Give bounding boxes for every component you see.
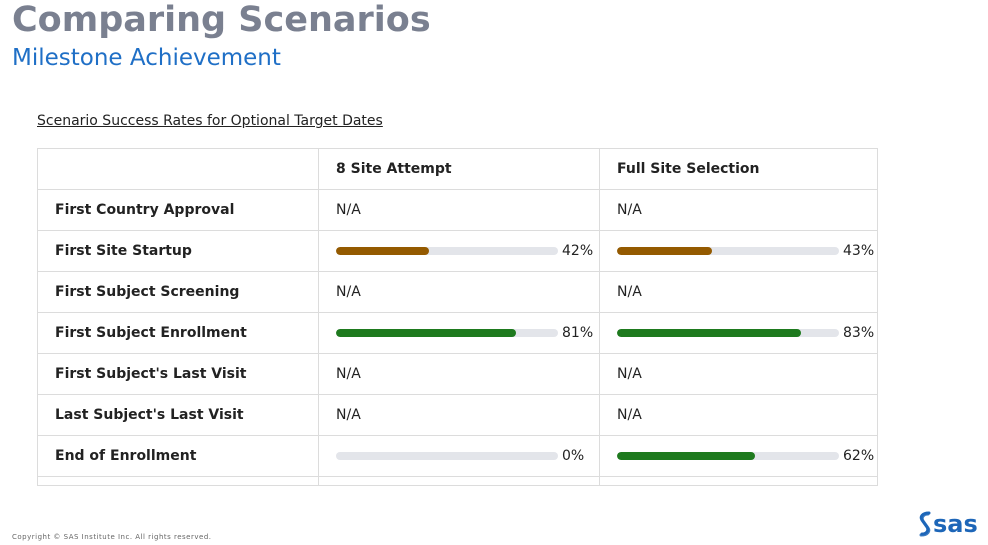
success-rate-bar: 42% xyxy=(336,243,593,259)
table-row: First Subject Enrollment 81% 83% xyxy=(38,313,877,354)
na-value: N/A xyxy=(336,407,361,423)
progress-track xyxy=(336,452,558,460)
cell-8-site-attempt: N/A xyxy=(319,272,600,312)
table-caption: Scenario Success Rates for Optional Targ… xyxy=(37,113,383,129)
na-value: N/A xyxy=(617,284,642,300)
empty-cell xyxy=(600,477,877,485)
sas-logo: sas xyxy=(918,510,978,538)
progress-fill xyxy=(336,329,516,337)
empty-cell xyxy=(38,477,319,485)
table-row: First Subject's Last Visit N/A N/A xyxy=(38,354,877,395)
milestone-label: End of Enrollment xyxy=(38,436,319,476)
milestone-label: First Subject's Last Visit xyxy=(38,354,319,394)
page-title: Comparing Scenarios xyxy=(12,0,431,40)
success-rate-value: 43% xyxy=(843,243,875,259)
table-header-row: 8 Site Attempt Full Site Selection xyxy=(38,149,877,190)
milestone-label: First Subject Enrollment xyxy=(38,313,319,353)
na-value: N/A xyxy=(336,202,361,218)
milestone-label: First Subject Screening xyxy=(38,272,319,312)
na-value: N/A xyxy=(617,407,642,423)
cell-8-site-attempt: 0% xyxy=(319,436,600,476)
sas-logo-icon xyxy=(919,511,931,537)
success-rate-value: 0% xyxy=(562,448,585,464)
cell-8-site-attempt: N/A xyxy=(319,395,600,435)
success-rate-value: 62% xyxy=(843,448,875,464)
table-row: End of Enrollment 0% 62% xyxy=(38,436,877,477)
success-rate-value: 42% xyxy=(562,243,594,259)
na-value: N/A xyxy=(617,202,642,218)
scenario-table: 8 Site Attempt Full Site Selection First… xyxy=(37,148,878,486)
table-row: First Country Approval N/A N/A xyxy=(38,190,877,231)
cell-full-site-selection: N/A xyxy=(600,395,877,435)
progress-track xyxy=(336,247,558,255)
copyright-text: Copyright © SAS Institute Inc. All right… xyxy=(12,533,212,541)
progress-track xyxy=(617,329,839,337)
column-header-full-site-selection: Full Site Selection xyxy=(617,161,760,177)
milestone-label: First Country Approval xyxy=(38,190,319,230)
success-rate-bar: 81% xyxy=(336,325,593,341)
cell-8-site-attempt: 81% xyxy=(319,313,600,353)
progress-track xyxy=(617,452,839,460)
success-rate-bar: 43% xyxy=(617,243,874,259)
column-header-8-site-attempt: 8 Site Attempt xyxy=(319,149,600,189)
cell-8-site-attempt: 42% xyxy=(319,231,600,271)
empty-cell xyxy=(319,477,600,485)
cell-8-site-attempt: N/A xyxy=(319,190,600,230)
table-row: Last Subject's Last Visit N/A N/A xyxy=(38,395,877,436)
na-value: N/A xyxy=(336,284,361,300)
success-rate-value: 81% xyxy=(562,325,594,341)
cell-full-site-selection: N/A xyxy=(600,272,877,312)
progress-fill xyxy=(336,247,430,255)
na-value: N/A xyxy=(617,366,642,382)
progress-fill xyxy=(617,452,755,460)
table-row: First Site Startup 42% 43% xyxy=(38,231,877,272)
na-value: N/A xyxy=(336,366,361,382)
cell-full-site-selection: N/A xyxy=(600,354,877,394)
cell-full-site-selection: 62% xyxy=(600,436,877,476)
page-subtitle: Milestone Achievement xyxy=(12,45,281,71)
success-rate-value: 83% xyxy=(843,325,875,341)
cell-full-site-selection: 83% xyxy=(600,313,877,353)
milestone-label: Last Subject's Last Visit xyxy=(38,395,319,435)
success-rate-bar: 62% xyxy=(617,448,874,464)
progress-fill xyxy=(617,329,802,337)
success-rate-bar: 83% xyxy=(617,325,874,341)
milestone-label: First Site Startup xyxy=(38,231,319,271)
sas-logo-text: sas xyxy=(933,510,978,538)
progress-track xyxy=(336,329,558,337)
success-rate-bar: 0% xyxy=(336,448,584,464)
cell-full-site-selection: N/A xyxy=(600,190,877,230)
cell-8-site-attempt: N/A xyxy=(319,354,600,394)
progress-fill xyxy=(617,247,713,255)
table-row: First Subject Screening N/A N/A xyxy=(38,272,877,313)
column-header-milestone xyxy=(38,149,319,189)
progress-track xyxy=(617,247,839,255)
cell-full-site-selection: 43% xyxy=(600,231,877,271)
table-row-empty xyxy=(38,477,877,485)
